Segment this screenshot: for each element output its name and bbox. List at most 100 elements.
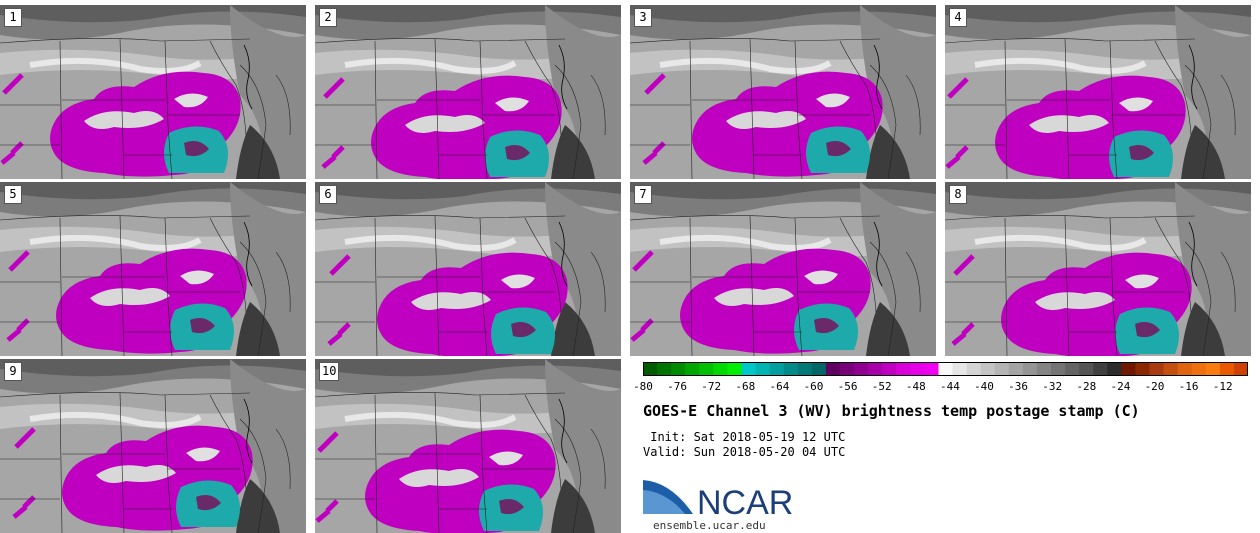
colorbar-bin bbox=[882, 362, 897, 376]
panel-number: 10 bbox=[319, 362, 340, 381]
colorbar-tick-label: -72 bbox=[701, 380, 722, 393]
colorbar-bin bbox=[854, 362, 869, 376]
panel-number: 4 bbox=[949, 8, 967, 27]
colorbar-bin bbox=[952, 362, 968, 376]
init-time: Init: Sat 2018-05-19 12 UTC bbox=[643, 430, 846, 444]
colorbar-tick-label: -12 bbox=[1212, 380, 1233, 393]
colorbar-bin bbox=[1149, 362, 1165, 376]
water-vapor-map bbox=[0, 359, 306, 533]
water-vapor-map bbox=[315, 182, 621, 356]
map-panel-1: 1 bbox=[0, 5, 306, 179]
colorbar-bin bbox=[769, 362, 785, 376]
colorbar-bin bbox=[910, 362, 925, 376]
panel-number: 1 bbox=[4, 8, 22, 27]
colorbar-bin bbox=[783, 362, 799, 376]
colorbar-tick-label: -16 bbox=[1178, 380, 1199, 393]
colorbar-bin bbox=[1079, 362, 1094, 376]
colorbar bbox=[643, 362, 1248, 376]
panel-number: 5 bbox=[4, 185, 22, 204]
site-url: ensemble.ucar.edu bbox=[653, 519, 766, 532]
panel-number: 6 bbox=[319, 185, 337, 204]
map-panel-8: 8 bbox=[945, 182, 1251, 356]
map-panel-5: 5 bbox=[0, 182, 306, 356]
map-panel-10: 10 bbox=[315, 359, 621, 533]
colorbar-bin bbox=[699, 362, 714, 376]
colorbar-bin bbox=[1219, 362, 1235, 376]
colorbar-tick-label: -68 bbox=[735, 380, 756, 393]
water-vapor-map bbox=[315, 5, 621, 179]
colorbar-bin bbox=[994, 362, 1010, 376]
colorbar-tick-label: -60 bbox=[803, 380, 824, 393]
colorbar-bin bbox=[741, 362, 757, 376]
colorbar-bin bbox=[1205, 362, 1221, 376]
colorbar-bin bbox=[1065, 362, 1080, 376]
colorbar-bin bbox=[1177, 362, 1193, 376]
colorbar-tick-label: -36 bbox=[1008, 380, 1029, 393]
map-panel-3: 3 bbox=[630, 5, 936, 179]
panel-number: 7 bbox=[634, 185, 652, 204]
map-panel-6: 6 bbox=[315, 182, 621, 356]
map-panel-2: 2 bbox=[315, 5, 621, 179]
colorbar-bin bbox=[1121, 362, 1136, 376]
colorbar-bin bbox=[938, 362, 954, 376]
colorbar-tick-label: -24 bbox=[1110, 380, 1131, 393]
colorbar-bin bbox=[1163, 362, 1179, 376]
map-panel-9: 9 bbox=[0, 359, 306, 533]
water-vapor-map bbox=[630, 182, 936, 356]
map-panel-7: 7 bbox=[630, 182, 936, 356]
colorbar-tick-label: -48 bbox=[905, 380, 926, 393]
ncar-logo-swoosh-light bbox=[643, 490, 685, 514]
colorbar-bin bbox=[896, 362, 911, 376]
colorbar-bin bbox=[839, 362, 855, 376]
colorbar-border bbox=[643, 362, 1248, 376]
colorbar-bin bbox=[727, 362, 742, 376]
colorbar-tick-label: -32 bbox=[1042, 380, 1063, 393]
colorbar-tick-label: -28 bbox=[1076, 380, 1097, 393]
colorbar-bin bbox=[868, 362, 883, 376]
panel-number: 2 bbox=[319, 8, 337, 27]
colorbar-bin bbox=[811, 362, 827, 376]
water-vapor-map bbox=[630, 5, 936, 179]
colorbar-tick-label: -40 bbox=[974, 380, 994, 393]
colorbar-bin bbox=[657, 362, 672, 376]
water-vapor-map bbox=[945, 182, 1251, 356]
colorbar-bin bbox=[671, 362, 686, 376]
colorbar-bin bbox=[1051, 362, 1066, 376]
water-vapor-map bbox=[945, 5, 1251, 179]
colorbar-bin bbox=[1036, 362, 1052, 376]
colorbar-tick-label: -76 bbox=[667, 380, 688, 393]
colorbar-bin bbox=[1008, 362, 1024, 376]
colorbar-tick-label: -56 bbox=[837, 380, 858, 393]
colorbar-bin bbox=[797, 362, 813, 376]
colorbar-bin bbox=[1107, 362, 1122, 376]
colorbar-bin bbox=[1093, 362, 1108, 376]
colorbar-bin bbox=[1022, 362, 1038, 376]
colorbar-bin bbox=[685, 362, 700, 376]
panel-number: 3 bbox=[634, 8, 652, 27]
colorbar-tick-labels: -80 -76 -72 -68 -64 -60 -56 -52 -48 -44 -40 -36 -32-… bbox=[633, 380, 1248, 394]
ncar-logo-text: NCAR bbox=[697, 484, 793, 520]
figure-title: GOES-E Channel 3 (WV) brightness temp po… bbox=[643, 402, 1140, 420]
colorbar-bin bbox=[966, 362, 982, 376]
colorbar-tick-label: -80 bbox=[633, 380, 653, 393]
colorbar-tick-label: -20 bbox=[1144, 380, 1165, 393]
map-panel-4: 4 bbox=[945, 5, 1251, 179]
ncar-logo: NCAR bbox=[643, 480, 793, 520]
colorbar-bin bbox=[980, 362, 996, 376]
colorbar-bin bbox=[1135, 362, 1151, 376]
valid-time: Valid: Sun 2018-05-20 04 UTC bbox=[643, 445, 846, 459]
colorbar-bin bbox=[825, 362, 841, 376]
colorbar-tick-label: -44 bbox=[939, 380, 960, 393]
water-vapor-map bbox=[315, 359, 621, 533]
water-vapor-map bbox=[0, 5, 306, 179]
colorbar-bin bbox=[1233, 362, 1248, 376]
colorbar-bin bbox=[643, 362, 658, 376]
colorbar-tick-label: -52 bbox=[871, 380, 892, 393]
panel-number: 8 bbox=[949, 185, 967, 204]
colorbar-bin bbox=[755, 362, 771, 376]
panel-number: 9 bbox=[4, 362, 22, 381]
colorbar-bin bbox=[924, 362, 939, 376]
colorbar-bin bbox=[1191, 362, 1207, 376]
water-vapor-map bbox=[0, 182, 306, 356]
colorbar-tick-label: -64 bbox=[769, 380, 790, 393]
